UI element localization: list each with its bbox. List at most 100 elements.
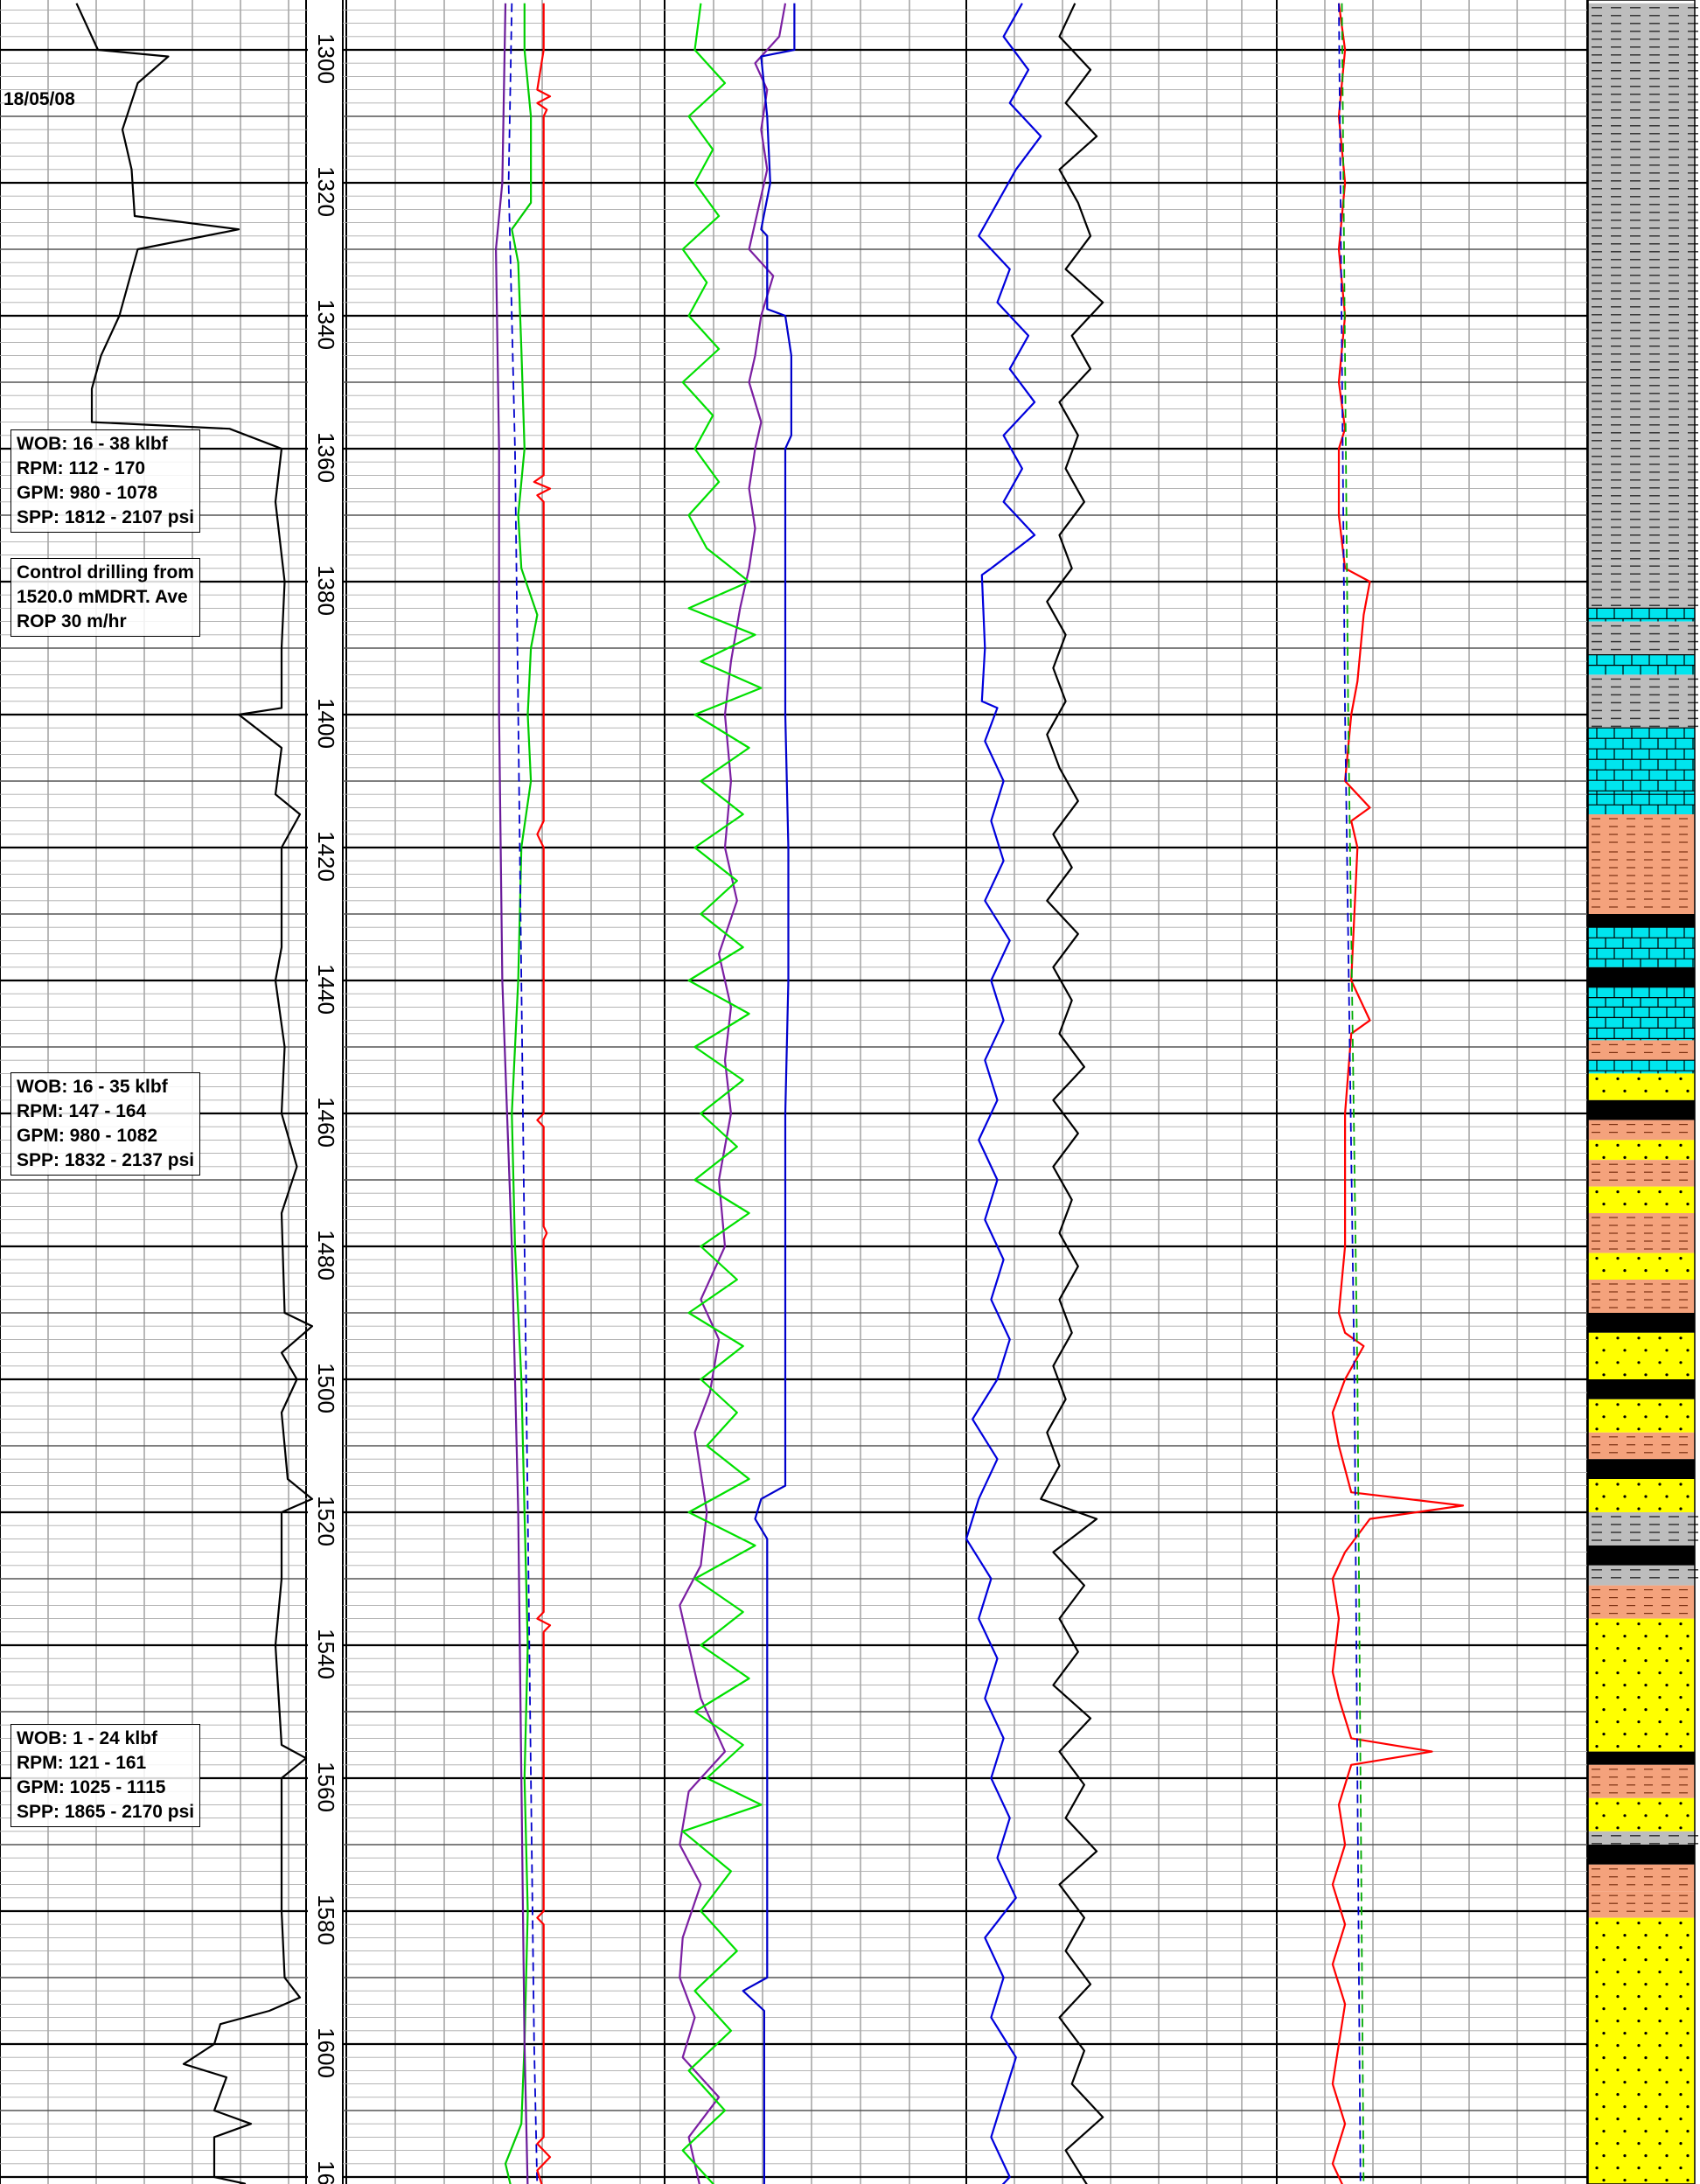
sand-dot bbox=[1679, 1507, 1683, 1511]
sand-dot bbox=[1665, 1684, 1669, 1687]
sand-dot bbox=[1644, 2130, 1648, 2133]
control-drilling-box: Control drilling from 1520.0 mMDRT. Ave … bbox=[10, 558, 200, 637]
annotation-line: WOB: 16 - 35 klbf bbox=[17, 1077, 168, 1097]
depth-tick-label: 1400 bbox=[313, 698, 339, 749]
sand-dot bbox=[1595, 1720, 1599, 1724]
sand-dot bbox=[1665, 1983, 1669, 1986]
sand-dot bbox=[1623, 2081, 1627, 2084]
depth-axis: 1300 1320 1340 1360 1380 1400 1420 1440 1460 1480… bbox=[313, 33, 339, 2184]
sand-dot bbox=[1658, 2167, 1662, 2170]
lithology-fill bbox=[1588, 1917, 1695, 2184]
lithology-limestone bbox=[1587, 926, 1695, 967]
sand-dot bbox=[1679, 2142, 1683, 2146]
sand-dot bbox=[1616, 1826, 1620, 1830]
sand-dot bbox=[1679, 1995, 1683, 1999]
lithology-fill bbox=[1588, 814, 1695, 848]
sand-dot bbox=[1665, 2130, 1669, 2133]
date-label: 18/05/08 bbox=[3, 89, 75, 109]
sand-dot bbox=[1602, 2056, 1606, 2060]
annotation-line: 1520.0 mMDRT. Ave bbox=[17, 587, 188, 607]
sand-dot bbox=[1644, 1983, 1648, 1986]
sand-dot bbox=[1679, 1403, 1683, 1406]
sand-dot bbox=[1637, 1403, 1641, 1406]
sand-dot bbox=[1623, 1659, 1627, 1663]
sand-dot bbox=[1602, 2179, 1606, 2182]
sand-dot bbox=[1686, 1635, 1690, 1638]
sand-dot bbox=[1644, 2081, 1648, 2084]
sand-dot bbox=[1637, 2020, 1641, 2023]
lithology-fill bbox=[1588, 1546, 1695, 1566]
sand-dot bbox=[1644, 1958, 1648, 1962]
sand-dot bbox=[1665, 1958, 1669, 1962]
series-resistivity-2 bbox=[1338, 3, 1362, 2184]
sand-dot bbox=[1658, 1971, 1662, 1974]
sand-dot bbox=[1595, 1190, 1599, 1194]
sand-dot bbox=[1644, 1495, 1648, 1498]
sand-dot bbox=[1665, 1373, 1669, 1377]
sand-dot bbox=[1679, 1826, 1683, 1830]
sand-dot bbox=[1665, 1415, 1669, 1419]
sand-dot bbox=[1623, 2179, 1627, 2182]
sand-dot bbox=[1658, 1483, 1662, 1486]
lithology-sandstone bbox=[1588, 1479, 1695, 1512]
lithology-fill bbox=[1588, 1160, 1695, 1187]
sand-dot bbox=[1602, 1269, 1606, 1273]
sand-dot bbox=[1616, 1647, 1620, 1650]
lithology-sandstone bbox=[1588, 1140, 1695, 1161]
depth-tick-label: 1360 bbox=[313, 432, 339, 483]
depth-tick-label: 1500 bbox=[313, 1363, 339, 1413]
lithology-claystone bbox=[1588, 1040, 1695, 1061]
sand-dot bbox=[1679, 1336, 1683, 1340]
sand-dot bbox=[1637, 1257, 1641, 1260]
sand-dot bbox=[1637, 1720, 1641, 1724]
lithology-fill bbox=[1588, 848, 1695, 914]
sand-dot bbox=[1658, 2069, 1662, 2072]
sand-dot bbox=[1616, 1696, 1620, 1699]
annotation-line: GPM: 980 - 1082 bbox=[17, 1126, 158, 1146]
sand-dot bbox=[1686, 1349, 1690, 1352]
sand-dot bbox=[1679, 2069, 1683, 2072]
lithology-fill bbox=[1588, 1565, 1695, 1586]
sand-dot bbox=[1602, 1373, 1606, 1377]
sand-dot bbox=[1637, 1946, 1641, 1950]
sand-dot bbox=[1616, 1622, 1620, 1626]
lithology-shale bbox=[1588, 674, 1698, 729]
lithology-column bbox=[1587, 0, 1698, 2184]
lithology-fill bbox=[1588, 966, 1695, 987]
sand-dot bbox=[1595, 1995, 1599, 1999]
lithology-fill bbox=[1588, 1332, 1695, 1379]
lithology-fill bbox=[1588, 1099, 1695, 1120]
sand-dot bbox=[1644, 2007, 1648, 2011]
sand-dot bbox=[1637, 1483, 1641, 1486]
sand-dot bbox=[1637, 2069, 1641, 2072]
sand-dot bbox=[1665, 1934, 1669, 1937]
depth-tick-label: 1520 bbox=[313, 1496, 339, 1546]
sand-dot bbox=[1686, 2130, 1690, 2133]
sand-dot bbox=[1679, 1143, 1683, 1147]
curves-layer bbox=[75, 3, 1465, 2184]
sand-dot bbox=[1595, 1143, 1599, 1147]
sand-dot bbox=[1623, 1934, 1627, 1937]
sand-dot bbox=[1637, 2142, 1641, 2146]
lithology-fill bbox=[1588, 1213, 1695, 1253]
sand-dot bbox=[1637, 1190, 1641, 1194]
sand-dot bbox=[1665, 1269, 1669, 1273]
sand-dot bbox=[1595, 2093, 1599, 2097]
lithology-sandstone bbox=[1588, 1797, 1695, 1832]
drilling-params-box-3: WOB: 1 - 24 klbf RPM: 121 - 161 GPM: 102… bbox=[10, 1724, 201, 1827]
lithology-sandstone bbox=[1588, 1186, 1695, 1213]
sand-dot bbox=[1616, 1403, 1620, 1406]
sand-dot bbox=[1602, 1089, 1606, 1092]
depth-tick-label: 1320 bbox=[313, 166, 339, 217]
sand-dot bbox=[1686, 2007, 1690, 2011]
lithology-fill bbox=[1588, 914, 1695, 928]
sand-dot bbox=[1637, 1622, 1641, 1626]
lithology-fill bbox=[1588, 1845, 1695, 1865]
sand-dot bbox=[1637, 1995, 1641, 1999]
sand-dot bbox=[1679, 1427, 1683, 1431]
sand-dot bbox=[1616, 1190, 1620, 1194]
sand-dot bbox=[1665, 2105, 1669, 2109]
sand-dot bbox=[1686, 1495, 1690, 1498]
series-gas-2 bbox=[507, 3, 539, 2184]
lithology-fill bbox=[1588, 1040, 1695, 1061]
